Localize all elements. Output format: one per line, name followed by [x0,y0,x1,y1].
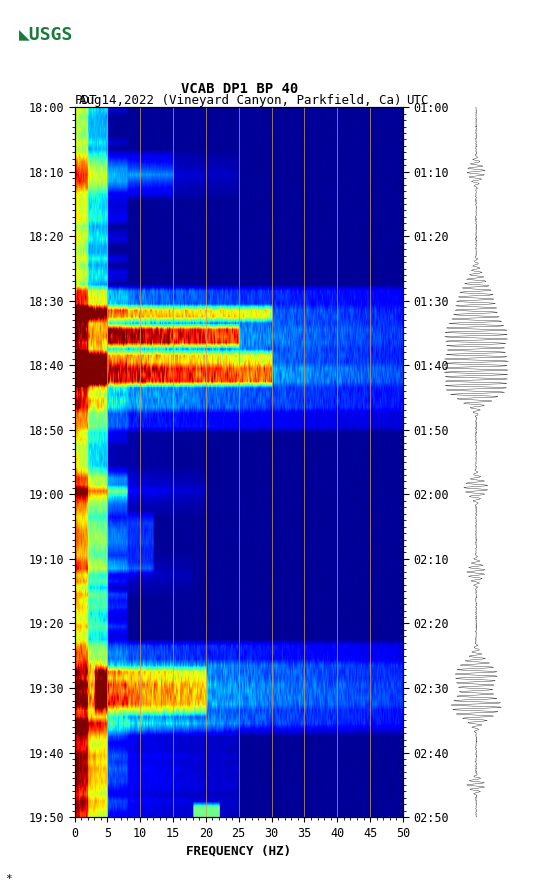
Text: Aug14,2022 (Vineyard Canyon, Parkfield, Ca): Aug14,2022 (Vineyard Canyon, Parkfield, … [79,94,401,107]
Text: UTC: UTC [406,94,428,107]
Text: VCAB DP1 BP 40: VCAB DP1 BP 40 [182,81,299,96]
Text: PDT: PDT [75,94,97,107]
Text: *: * [6,874,12,884]
Text: ◣USGS: ◣USGS [19,25,74,43]
X-axis label: FREQUENCY (HZ): FREQUENCY (HZ) [186,844,291,857]
